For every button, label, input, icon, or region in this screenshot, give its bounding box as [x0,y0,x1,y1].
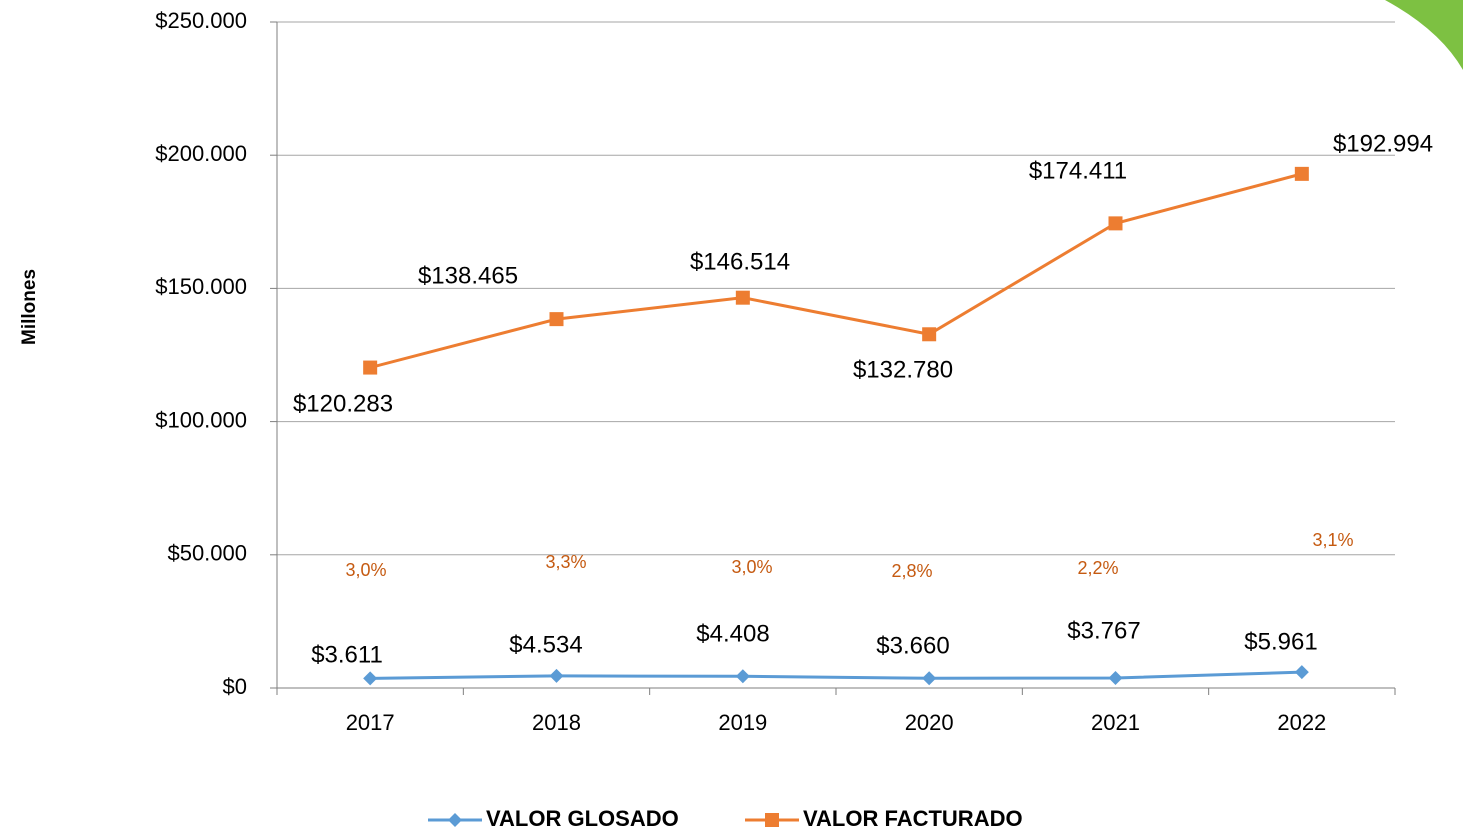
data-label: $4.408 [696,620,769,647]
data-label: $132.780 [853,356,953,383]
y-tick-label: $200.000 [155,141,247,166]
legend-label: VALOR FACTURADO [803,806,1023,831]
x-tick-label: 2020 [905,710,954,735]
data-label: $138.465 [418,262,518,289]
series-line [369,172,1303,370]
data-point [1294,166,1309,181]
data-label: $3.767 [1067,617,1140,644]
data-point [922,327,937,342]
data-label: $3.660 [876,632,949,659]
y-tick-label: $250.000 [155,8,247,33]
annotation: 3,0% [345,560,386,580]
annotation: 2,8% [891,561,932,581]
data-point [1108,670,1123,685]
legend-label: VALOR GLOSADO [486,806,679,831]
y-tick-label: $50.000 [167,541,247,566]
data-label: $3.611 [311,641,383,668]
x-tick-label: 2018 [532,710,581,735]
data-point [363,360,378,375]
annotation: 3,3% [545,552,586,572]
x-tick-label: 2019 [718,710,767,735]
data-point [922,671,937,686]
legend-marker [448,813,462,827]
y-tick-label: $100.000 [155,407,247,432]
data-point [735,669,750,684]
annotation: 3,1% [1312,530,1353,550]
data-point [735,290,750,305]
series-line [370,670,1302,680]
y-tick-label: $0 [223,674,247,699]
y-axis-label: Millones [19,269,40,345]
data-label: $120.283 [293,390,393,417]
legend-marker [765,813,779,827]
x-tick-label: 2021 [1091,710,1140,735]
annotation: 2,2% [1077,558,1118,578]
data-label: $4.534 [509,631,582,658]
data-point [549,668,564,683]
data-point [549,312,564,327]
data-label: $5.961 [1244,628,1317,655]
x-tick-label: 2022 [1277,710,1326,735]
decoration [1385,0,1463,70]
data-point [363,671,378,686]
y-tick-label: $150.000 [155,274,247,299]
annotation: 3,0% [731,557,772,577]
data-point [1294,665,1309,680]
x-tick-label: 2017 [346,710,395,735]
data-label: $174.411 [1029,157,1127,184]
data-label: $146.514 [690,248,790,275]
data-label: $192.994 [1333,130,1433,157]
data-point [1108,216,1123,231]
